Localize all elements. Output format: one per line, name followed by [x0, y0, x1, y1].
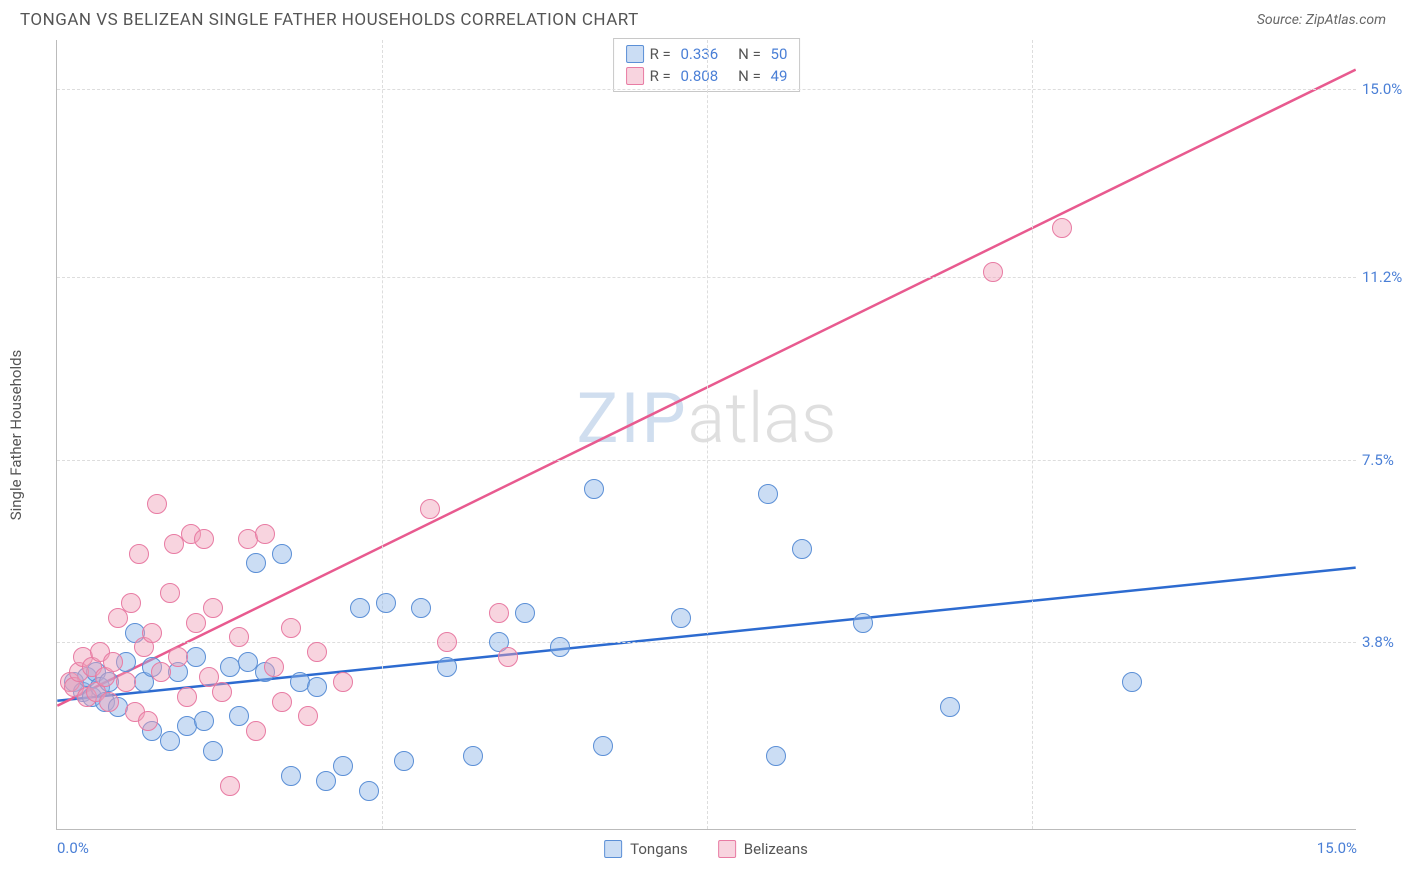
scatter-marker	[758, 484, 778, 504]
x-tick-label: 0.0%	[57, 839, 89, 857]
scatter-marker	[212, 682, 232, 702]
scatter-marker	[229, 706, 249, 726]
scatter-marker	[463, 746, 483, 766]
source-prefix: Source:	[1257, 12, 1306, 28]
stats-n-label: N =	[738, 67, 764, 85]
scatter-marker	[766, 746, 786, 766]
scatter-marker	[99, 692, 119, 712]
scatter-marker	[333, 756, 353, 776]
stats-swatch	[626, 45, 644, 63]
scatter-marker	[498, 647, 518, 667]
y-axis-title: Single Father Households	[7, 350, 25, 521]
legend-item: Tongans	[604, 840, 688, 858]
source-attribution: Source: ZipAtlas.com	[1257, 12, 1386, 28]
scatter-chart: Single Father Households ZIPatlas R = 0.…	[56, 40, 1356, 830]
scatter-marker	[168, 647, 188, 667]
stats-n-value: 49	[771, 67, 788, 85]
x-tick-label: 15.0%	[1317, 839, 1357, 857]
scatter-marker	[194, 529, 214, 549]
scatter-marker	[359, 781, 379, 801]
stats-r-label: R =	[650, 67, 675, 85]
scatter-marker	[147, 494, 167, 514]
scatter-marker	[792, 539, 812, 559]
scatter-marker	[142, 623, 162, 643]
scatter-marker	[255, 524, 275, 544]
scatter-marker	[593, 736, 613, 756]
gridline-vertical	[382, 40, 383, 829]
scatter-marker	[671, 608, 691, 628]
legend-item: Belizeans	[718, 840, 808, 858]
scatter-marker	[121, 593, 141, 613]
stats-r-value: 0.336	[680, 45, 718, 63]
y-tick-label: 7.5%	[1362, 451, 1406, 469]
scatter-marker	[203, 741, 223, 761]
scatter-marker	[194, 711, 214, 731]
stats-n-label: N =	[738, 45, 764, 63]
watermark-part2: atlas	[688, 378, 837, 460]
scatter-marker	[281, 618, 301, 638]
scatter-marker	[394, 751, 414, 771]
scatter-marker	[350, 598, 370, 618]
scatter-marker	[203, 598, 223, 618]
y-tick-label: 3.8%	[1362, 633, 1406, 651]
scatter-marker	[376, 593, 396, 613]
scatter-marker	[151, 662, 171, 682]
scatter-marker	[1122, 672, 1142, 692]
scatter-marker	[298, 706, 318, 726]
y-tick-label: 15.0%	[1362, 80, 1406, 98]
scatter-marker	[333, 672, 353, 692]
scatter-marker	[550, 637, 570, 657]
scatter-marker	[584, 479, 604, 499]
scatter-marker	[129, 544, 149, 564]
scatter-marker	[272, 544, 292, 564]
scatter-marker	[307, 642, 327, 662]
scatter-marker	[307, 677, 327, 697]
scatter-marker	[229, 627, 249, 647]
legend-swatch	[604, 840, 622, 858]
scatter-marker	[186, 613, 206, 633]
legend-swatch	[718, 840, 736, 858]
stats-r-value: 0.808	[680, 67, 718, 85]
plot-area: ZIPatlas R = 0.336N = 50R = 0.808N = 49 …	[56, 40, 1356, 830]
scatter-marker	[177, 687, 197, 707]
scatter-marker	[437, 632, 457, 652]
scatter-marker	[420, 499, 440, 519]
scatter-marker	[246, 721, 266, 741]
scatter-marker	[437, 657, 457, 677]
scatter-marker	[940, 697, 960, 717]
y-tick-label: 11.2%	[1362, 268, 1406, 286]
scatter-marker	[272, 692, 292, 712]
stats-n-value: 50	[771, 45, 788, 63]
scatter-marker	[138, 711, 158, 731]
legend-label: Belizeans	[744, 840, 808, 858]
scatter-marker	[160, 583, 180, 603]
scatter-marker	[186, 647, 206, 667]
scatter-marker	[489, 603, 509, 623]
scatter-marker	[853, 613, 873, 633]
scatter-marker	[220, 776, 240, 796]
series-legend: Tongans Belizeans	[604, 840, 808, 858]
scatter-marker	[515, 603, 535, 623]
scatter-marker	[116, 672, 136, 692]
source-name: ZipAtlas.com	[1306, 12, 1386, 28]
scatter-marker	[316, 771, 336, 791]
scatter-marker	[264, 657, 284, 677]
chart-title: TONGAN VS BELIZEAN SINGLE FATHER HOUSEHO…	[20, 10, 639, 30]
scatter-marker	[281, 766, 301, 786]
stats-r-label: R =	[650, 45, 675, 63]
scatter-marker	[1052, 218, 1072, 238]
gridline-vertical	[707, 40, 708, 829]
scatter-marker	[103, 652, 123, 672]
scatter-marker	[246, 553, 266, 573]
gridline-vertical	[1032, 40, 1033, 829]
scatter-marker	[160, 731, 180, 751]
legend-label: Tongans	[630, 840, 688, 858]
scatter-marker	[983, 262, 1003, 282]
stats-swatch	[626, 67, 644, 85]
scatter-marker	[411, 598, 431, 618]
watermark-part1: ZIP	[577, 378, 688, 460]
